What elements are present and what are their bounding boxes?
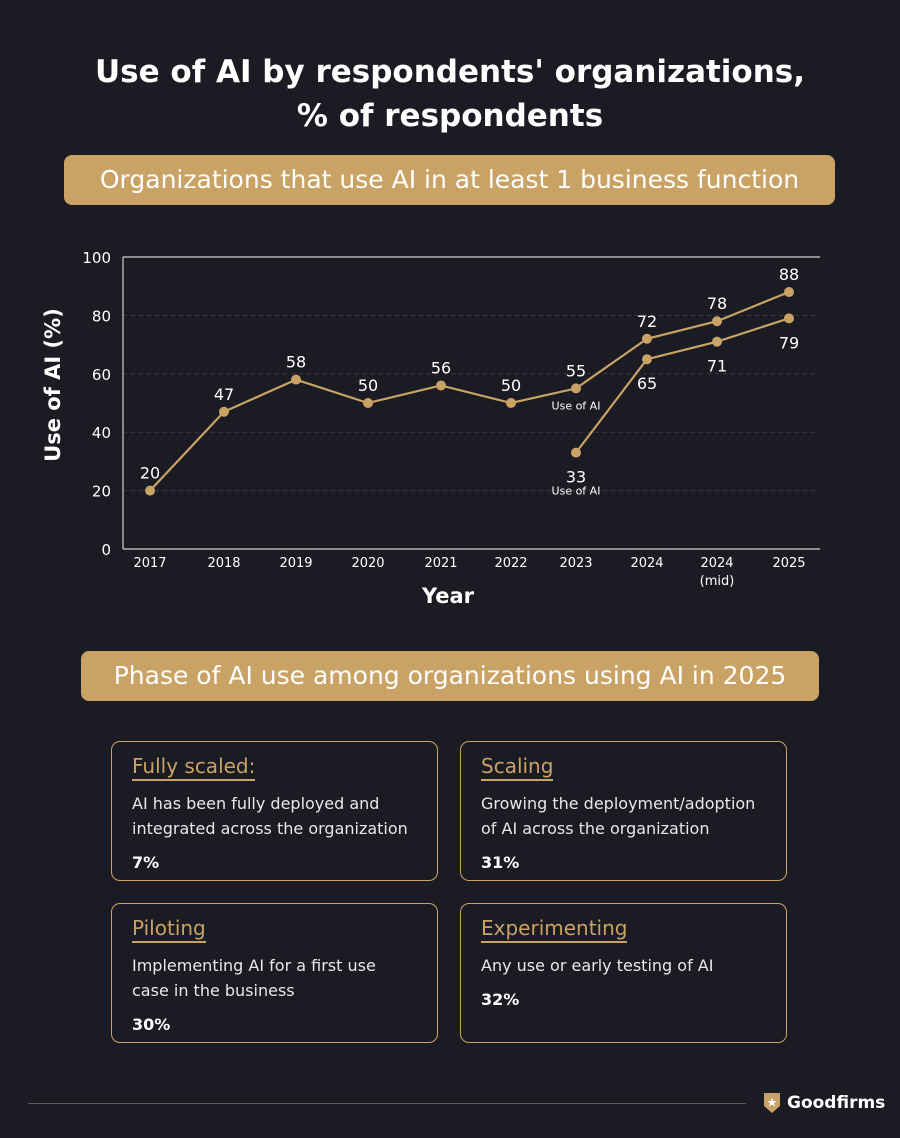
phase-card-fully-scaled: Fully scaled: AI has been fully deployed… bbox=[111, 741, 438, 881]
data-label: 56 bbox=[431, 358, 451, 377]
y-tick-label: 80 bbox=[92, 307, 111, 325]
data-point bbox=[363, 398, 373, 408]
phase-card-title: Fully scaled: bbox=[132, 754, 256, 781]
x-tick-label: 2025 bbox=[772, 556, 805, 571]
data-point bbox=[712, 336, 722, 347]
x-tick-label: 2018 bbox=[207, 556, 240, 571]
x-tick-label: 2020 bbox=[351, 556, 384, 571]
data-label: 71 bbox=[707, 357, 727, 376]
phase-card-title: Piloting bbox=[132, 916, 206, 943]
data-point bbox=[784, 313, 794, 324]
data-point bbox=[642, 354, 652, 365]
x-tick-label: 2024 bbox=[630, 556, 663, 571]
phase-card-description: Growing the deployment/adoption of AI ac… bbox=[481, 794, 756, 838]
title-line-1: Use of AI by respondents' organizations, bbox=[94, 54, 806, 90]
phase-card-percent: 7% bbox=[132, 853, 160, 872]
series-annotation: Use of AI bbox=[552, 399, 601, 412]
data-label: 58 bbox=[286, 353, 306, 372]
y-tick-label: 20 bbox=[92, 483, 111, 501]
data-point bbox=[642, 333, 652, 344]
y-axis-title: Use of AI (%) bbox=[41, 308, 65, 462]
x-tick-label: 2024 (mid) bbox=[700, 556, 735, 589]
brand-logo: Goodfirms bbox=[763, 1090, 885, 1116]
data-label: 79 bbox=[779, 333, 799, 352]
phase-card-description: Implementing AI for a first use case in … bbox=[132, 956, 376, 1000]
phase-card-description: Any use or early testing of AI bbox=[481, 956, 714, 975]
data-point bbox=[145, 485, 155, 496]
page-title: Use of AI by respondents' organizations,… bbox=[0, 50, 900, 138]
data-label: 47 bbox=[214, 385, 234, 404]
data-label: 50 bbox=[501, 376, 521, 395]
footer-divider bbox=[28, 1103, 746, 1104]
phase-card-percent: 30% bbox=[132, 1015, 171, 1034]
data-point bbox=[571, 447, 581, 458]
data-label: 50 bbox=[358, 376, 378, 395]
x-tick-label: 2017 bbox=[133, 556, 166, 571]
line-chart: 0 20 40 60 80 100 2017 2018 2019 2020 2021 2022 2023… bbox=[41, 249, 820, 608]
section-banner-phases: Phase of AI use among organizations usin… bbox=[81, 651, 819, 701]
data-point bbox=[436, 380, 446, 391]
section-banner-usage: Organizations that use AI in at least 1 … bbox=[64, 155, 835, 205]
x-tick-label: 2022 bbox=[494, 556, 527, 571]
data-point bbox=[291, 374, 301, 385]
data-label: 72 bbox=[637, 312, 657, 331]
phase-card-experimenting: Experimenting Any use or early testing o… bbox=[460, 903, 787, 1043]
data-label: 88 bbox=[779, 265, 799, 284]
data-label: 33 bbox=[566, 468, 586, 487]
phase-card-title: Scaling bbox=[481, 754, 554, 781]
phase-card-description: AI has been fully deployed and integrate… bbox=[132, 794, 408, 838]
brand-name: Goodfirms bbox=[787, 1093, 886, 1113]
data-point bbox=[784, 287, 794, 298]
y-tick-label: 40 bbox=[92, 424, 111, 442]
series-line bbox=[149, 291, 790, 492]
phase-card-title: Experimenting bbox=[481, 916, 628, 943]
series-line bbox=[575, 317, 790, 454]
phase-card-scaling: Scaling Growing the deployment/adoption … bbox=[460, 741, 787, 881]
x-tick-label: 2019 bbox=[279, 556, 312, 571]
x-tick-label: 2021 bbox=[424, 556, 457, 571]
y-tick-label: 60 bbox=[92, 366, 111, 384]
data-label: 55 bbox=[566, 361, 586, 380]
series-annotation: Use of AI bbox=[552, 485, 601, 498]
data-label: 20 bbox=[140, 464, 160, 483]
data-point bbox=[571, 383, 581, 394]
data-point bbox=[712, 316, 722, 327]
x-axis-title: Year bbox=[421, 584, 475, 608]
data-label: 65 bbox=[637, 374, 657, 393]
phase-card-piloting: Piloting Implementing AI for a first use… bbox=[111, 903, 438, 1043]
shield-star-icon bbox=[764, 1093, 780, 1113]
y-tick-label: 100 bbox=[82, 249, 111, 267]
title-line-2: % of respondents bbox=[296, 98, 604, 134]
phase-card-percent: 31% bbox=[481, 853, 520, 872]
x-tick-label: 2023 bbox=[559, 556, 592, 571]
phase-card-percent: 32% bbox=[481, 990, 520, 1009]
data-point bbox=[219, 406, 229, 417]
y-tick-label: 0 bbox=[101, 541, 111, 559]
data-label: 78 bbox=[707, 294, 727, 313]
data-point bbox=[506, 398, 516, 408]
